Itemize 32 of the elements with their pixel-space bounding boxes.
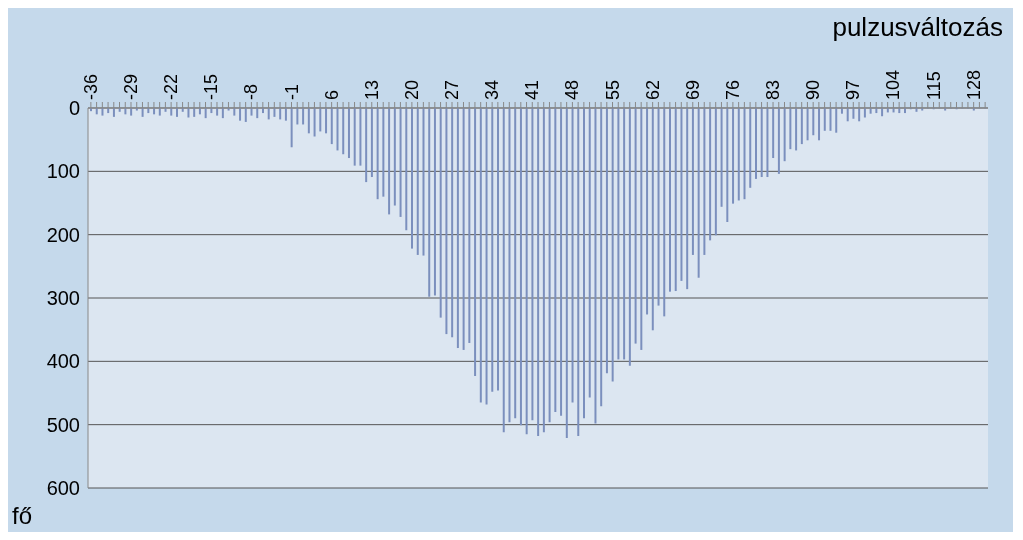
y-tick-label: 500	[46, 413, 80, 436]
x-tick-label: -8	[241, 83, 262, 100]
x-tick-label: 97	[843, 79, 864, 100]
x-tick-label: -22	[161, 73, 182, 100]
x-tick-label: -29	[120, 73, 141, 100]
y-axis-title: fő	[12, 502, 33, 530]
x-tick-label: 48	[562, 79, 583, 100]
x-tick-label: 128	[963, 69, 984, 100]
x-tick-label: 76	[722, 79, 743, 100]
x-tick-label: 55	[602, 79, 623, 100]
x-tick-label: -1	[281, 83, 302, 100]
x-tick-label: 90	[803, 79, 824, 100]
x-tick-label: 20	[401, 79, 422, 100]
x-tick-label: 27	[442, 79, 463, 100]
y-tick-label: 0	[68, 97, 80, 120]
x-tick-label: 69	[682, 79, 703, 100]
y-tick-label: 200	[46, 223, 80, 246]
y-tick-label: 100	[46, 160, 80, 183]
x-tick-label: 104	[883, 69, 904, 100]
x-tick-label: 83	[763, 79, 784, 100]
x-axis-title: pulzusváltozás	[832, 12, 1003, 43]
x-tick-label: -36	[80, 73, 101, 100]
x-tick-label: 115	[923, 71, 944, 100]
y-tick-label: 300	[46, 287, 80, 310]
x-tick-label: 6	[321, 89, 342, 100]
x-tick-label: -15	[201, 73, 222, 100]
x-tick-label: 13	[361, 79, 382, 100]
x-tick-label: 34	[482, 79, 503, 100]
y-tick-label: 600	[46, 477, 80, 500]
x-tick-label: 41	[522, 79, 543, 100]
x-tick-label: 62	[642, 79, 663, 100]
y-tick-label: 400	[46, 350, 80, 373]
